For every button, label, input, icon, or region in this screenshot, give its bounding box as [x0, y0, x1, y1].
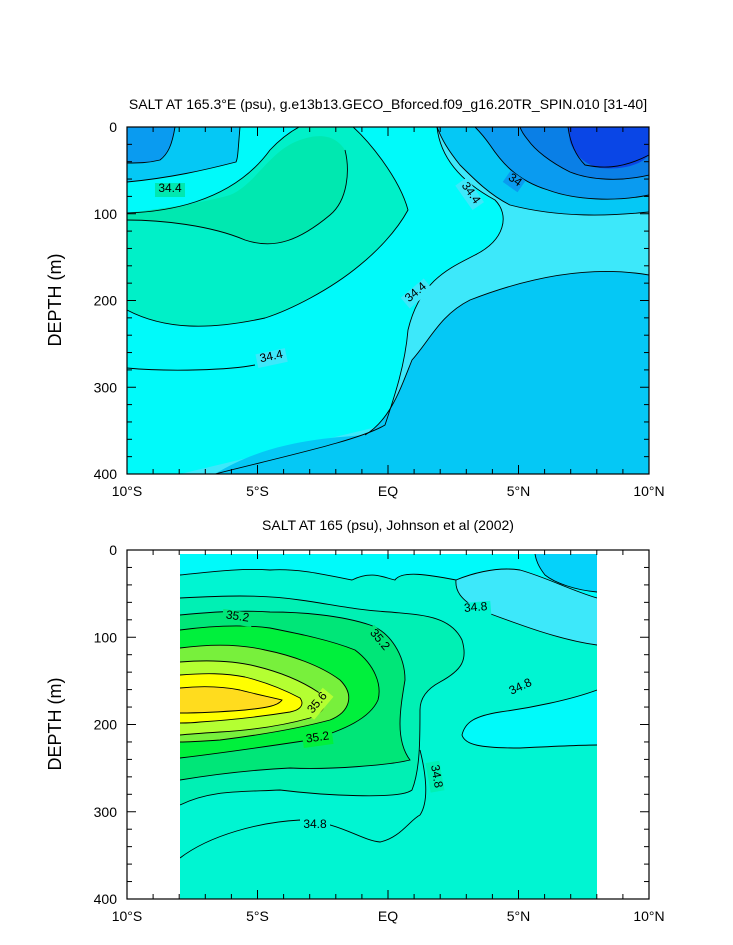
- bottom-contour-label: 35.2: [305, 728, 330, 745]
- bottom-contour-label: 34.8: [303, 817, 327, 831]
- bottom-region-topright-sky: [535, 554, 597, 592]
- top-region-green-aqua: [127, 136, 348, 244]
- y-tick-label: 400: [94, 891, 118, 907]
- bottom-panel: SALT AT 165 (psu), Johnson et al (2002): [45, 517, 665, 924]
- x-tick-label: 5°S: [246, 908, 269, 924]
- top-region-topleft-blue: [127, 127, 175, 163]
- bottom-region-gold: [180, 686, 282, 713]
- x-tick-label: 10°S: [112, 483, 143, 499]
- y-tick-label: 0: [109, 542, 117, 558]
- bottom-title: SALT AT 165 (psu), Johnson et al (2002): [262, 517, 514, 533]
- bottom-region-right-upper: [455, 569, 597, 645]
- top-contour-fill: [127, 127, 649, 474]
- y-tick-label: 100: [94, 629, 118, 645]
- y-tick-label: 200: [94, 717, 118, 733]
- bottom-contour-labels: 35.2 35.2 34.8 35.6 34.8 35.2 34.8 34.8: [221, 599, 538, 833]
- top-region-topright-core: [568, 127, 649, 169]
- top-panel: SALT AT 165.3°E (psu), g.e13b13.GECO_Bfo…: [45, 96, 665, 499]
- x-tick-label: EQ: [378, 908, 398, 924]
- bottom-contour-lines: [180, 554, 597, 859]
- bottom-contour-label: 34.8: [428, 764, 446, 790]
- bottom-region-cyan-top: [180, 554, 597, 598]
- top-contour-label: 34.4: [258, 347, 284, 366]
- y-tick-label: 0: [109, 119, 117, 135]
- x-tick-label: 10°N: [633, 483, 664, 499]
- bottom-contour-label: 35.2: [225, 607, 250, 624]
- bottom-y-axis-label: DEPTH (m): [45, 678, 65, 771]
- bottom-axis-ticks: 10°S 5°S EQ 5°N 10°N 0 100 200 300 400: [94, 542, 665, 924]
- y-tick-label: 100: [94, 206, 118, 222]
- x-tick-label: 10°N: [633, 908, 664, 924]
- top-axis-ticks: 10°S 5°S EQ 5°N 10°N 0 100 200 300 400: [94, 119, 665, 499]
- x-tick-label: 5°S: [246, 483, 269, 499]
- y-tick-label: 200: [94, 293, 118, 309]
- y-tick-label: 400: [94, 466, 118, 482]
- y-tick-label: 300: [94, 379, 118, 395]
- top-contour-lines: [127, 127, 649, 474]
- bottom-contour-fill: [180, 554, 597, 899]
- top-contour-label: 34.4: [158, 181, 182, 195]
- top-y-axis-label: DEPTH (m): [45, 254, 65, 347]
- top-title: SALT AT 165.3°E (psu), g.e13b13.GECO_Bfo…: [129, 96, 647, 112]
- y-tick-label: 300: [94, 804, 118, 820]
- x-tick-label: 5°N: [507, 908, 531, 924]
- x-tick-label: EQ: [378, 483, 398, 499]
- top-region-deep-right: [215, 271, 649, 474]
- x-tick-label: 5°N: [507, 483, 531, 499]
- bottom-region-right-mid: [462, 690, 597, 748]
- x-tick-label: 10°S: [112, 908, 143, 924]
- bottom-contour-label: 34.8: [463, 599, 488, 615]
